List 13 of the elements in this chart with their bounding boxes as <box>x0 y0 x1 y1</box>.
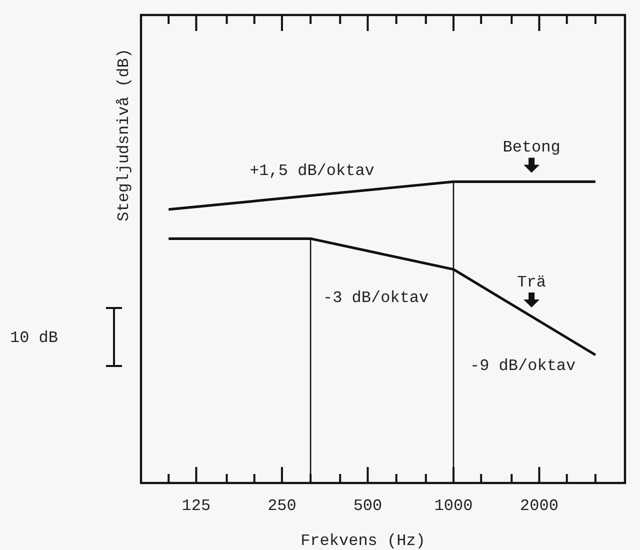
x-tick-label: 1000 <box>434 497 473 515</box>
series-label: Trä <box>517 273 546 292</box>
x-axis-title: Frekvens (Hz) <box>300 532 426 550</box>
annotation: -3 dB/oktav <box>323 289 430 307</box>
annotation: -9 dB/oktav <box>470 357 576 375</box>
x-tick-label: 500 <box>353 497 382 515</box>
x-tick-label: 125 <box>182 497 211 515</box>
text: +1,5 dB/oktav <box>250 162 375 180</box>
y-axis-title: Stegljudsnivå (dB) <box>115 48 133 222</box>
x-tick-label: 2000 <box>520 497 558 515</box>
text: 10 dB <box>10 329 58 347</box>
x-tick-label: 250 <box>268 497 296 515</box>
series-label: Betong <box>502 138 560 157</box>
